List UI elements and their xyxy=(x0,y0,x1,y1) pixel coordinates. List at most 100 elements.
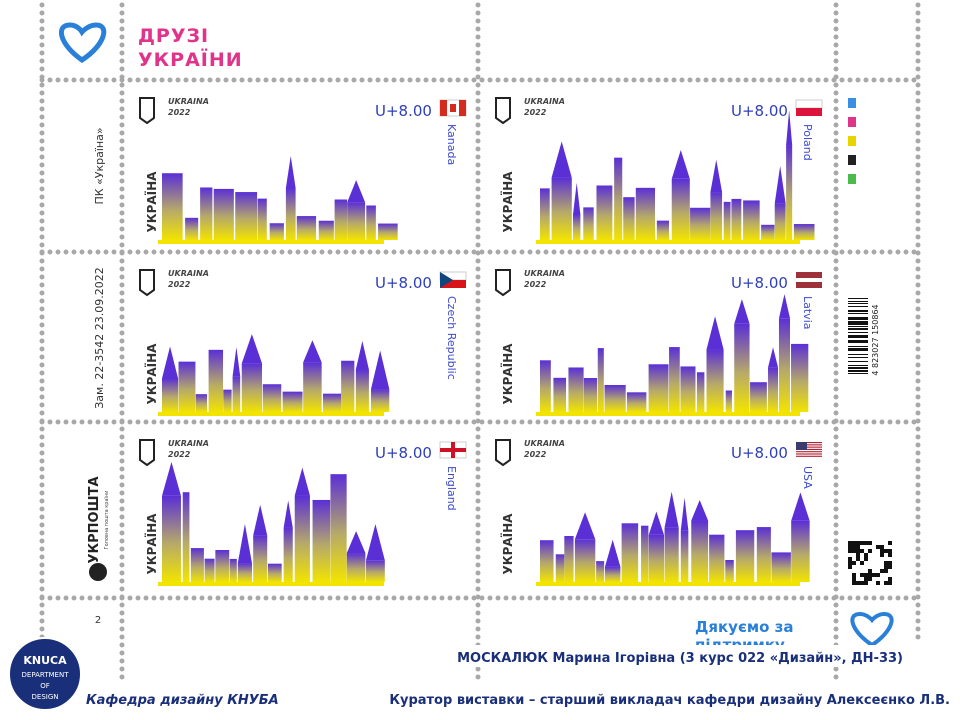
qr-cell xyxy=(856,557,860,561)
skyline-spire xyxy=(237,524,252,564)
skyline-spire xyxy=(551,141,572,178)
stamp-label: UKRAINA xyxy=(168,269,209,278)
barcode-number: 4 823027 150864 xyxy=(871,304,880,375)
flag xyxy=(450,104,456,112)
skyline-building xyxy=(371,389,390,412)
skyline-building xyxy=(793,224,815,240)
skyline-building xyxy=(696,372,705,412)
skyline-building xyxy=(312,499,331,582)
skyline-spire xyxy=(664,491,679,528)
bar-line xyxy=(848,348,868,350)
flag xyxy=(796,272,822,288)
qr-cell xyxy=(876,545,880,549)
skyline-building xyxy=(750,382,767,412)
flag xyxy=(459,100,466,116)
skyline-building xyxy=(669,347,680,412)
skyline-building xyxy=(208,349,224,412)
skyline-building xyxy=(573,214,581,240)
skyline-building xyxy=(229,558,237,582)
skyline-building xyxy=(735,530,755,582)
skyline-building xyxy=(731,198,742,240)
margin-text: ПК «Україна» xyxy=(93,127,106,204)
flag xyxy=(439,441,467,459)
skyline-building xyxy=(691,520,709,582)
margin-text: Зам. 22-3542 23.09.2022 xyxy=(93,267,106,409)
skyline-building xyxy=(690,207,711,240)
skyline-building xyxy=(596,185,613,240)
stamp-year: 2022 xyxy=(168,450,191,459)
flag xyxy=(796,108,822,116)
qr-cell xyxy=(884,549,888,553)
skyline-building xyxy=(664,527,679,582)
qr-cell xyxy=(880,569,884,573)
skyline-building xyxy=(621,523,639,582)
qr-cell xyxy=(848,561,852,565)
bar-line xyxy=(848,326,868,327)
qr-cell xyxy=(888,549,892,553)
sheet-title: ДРУЗІ xyxy=(138,25,209,47)
skyline-building xyxy=(185,217,199,240)
qr-cell xyxy=(856,549,860,553)
skyline-building xyxy=(583,207,594,240)
footer-band xyxy=(0,682,960,720)
skyline-building xyxy=(204,558,215,582)
bar-line xyxy=(848,321,868,323)
skyline-building xyxy=(540,360,551,412)
qr-cell xyxy=(864,577,868,581)
sheet-title: УКРАЇНИ xyxy=(138,47,243,71)
logo-text: DESIGN xyxy=(32,693,59,701)
skyline-building xyxy=(743,200,760,240)
qr-cell xyxy=(864,557,868,561)
qr-cell xyxy=(848,557,852,561)
skyline-building xyxy=(223,389,232,412)
qr-cell xyxy=(848,549,852,553)
flag xyxy=(795,99,823,109)
skyline-spire xyxy=(710,159,723,193)
sheet-number: 2 xyxy=(95,615,101,626)
qr-cell xyxy=(852,581,856,585)
bar-line xyxy=(848,357,868,358)
stamp-price: U+8.00 xyxy=(375,444,432,462)
skyline-building xyxy=(323,393,342,412)
skyline-building xyxy=(604,384,626,412)
skyline-ground xyxy=(158,240,384,244)
stamp-country-ua: УКРАЇНА xyxy=(144,343,159,405)
skyline-building xyxy=(626,392,647,412)
bar-line xyxy=(848,342,868,343)
stamp-year: 2022 xyxy=(524,450,547,459)
skyline-building xyxy=(318,220,334,240)
stamp-country-ua: УКРАЇНА xyxy=(144,513,159,575)
skyline-building xyxy=(680,530,689,582)
skyline-spire xyxy=(706,316,724,350)
skyline-building xyxy=(241,363,263,412)
skyline-spire xyxy=(347,180,366,203)
stamp-country-ua: УКРАЇНА xyxy=(500,513,515,575)
skyline-building xyxy=(182,492,190,582)
stamp-year: 2022 xyxy=(524,108,547,117)
qr-cell xyxy=(860,541,864,545)
qr-cell xyxy=(876,581,880,585)
logo-text: KNUCA xyxy=(23,654,67,667)
skyline-building xyxy=(347,202,366,240)
skyline-building xyxy=(282,391,303,412)
skyline-building xyxy=(786,145,793,240)
skyline-spire xyxy=(285,156,296,189)
coat-of-arms xyxy=(495,439,511,467)
skyline-building xyxy=(253,535,268,582)
post-logo: УКРПОШТА xyxy=(87,476,102,563)
skyline-building xyxy=(366,205,376,240)
bar-line xyxy=(848,319,868,320)
stamp-country-ua: УКРАЇНА xyxy=(500,343,515,405)
qr-cell xyxy=(848,541,852,545)
qr-cell xyxy=(888,581,892,585)
skyline-building xyxy=(723,201,731,240)
qr-cell xyxy=(852,561,856,565)
skyline-building xyxy=(257,198,267,240)
skyline-building xyxy=(283,527,293,582)
post-sub: Головна пошта країни xyxy=(104,491,110,550)
qr-cell xyxy=(856,545,860,549)
bar-line xyxy=(848,365,868,366)
skyline-spire xyxy=(734,299,750,324)
colored-tridents xyxy=(848,98,856,184)
flag xyxy=(440,448,466,452)
